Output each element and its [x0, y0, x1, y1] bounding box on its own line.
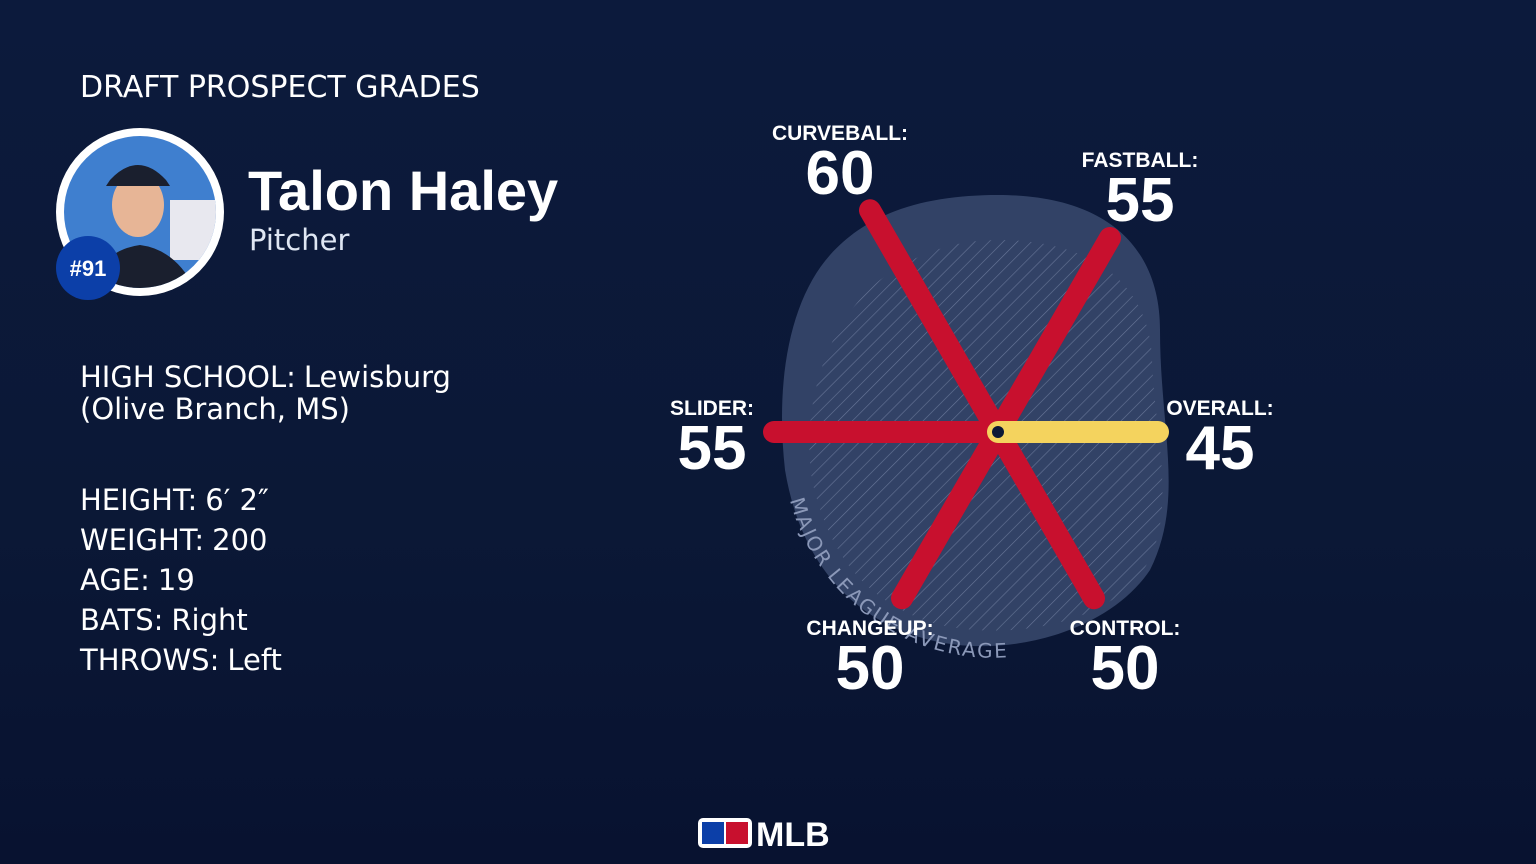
- grade-label: SLIDER:: [670, 397, 754, 420]
- grade-value: 55: [678, 414, 747, 483]
- detail-row: WEIGHT: 200: [80, 523, 268, 557]
- center-dot-inner: [992, 426, 1004, 438]
- detail-value: Lewisburg: [304, 360, 451, 394]
- grade-value: 50: [836, 634, 905, 703]
- detail-row: THROWS: Left: [79, 643, 282, 677]
- grade-spokes: [763, 199, 1121, 610]
- header-title: DRAFT PROSPECT GRADES: [80, 70, 480, 105]
- detail-value-line2: (Olive Branch, MS): [80, 392, 350, 426]
- player-position: Pitcher: [249, 223, 349, 257]
- detail-label: HEIGHT:: [80, 483, 197, 517]
- footer-logo: MLB: [698, 816, 830, 854]
- detail-label: THROWS:: [79, 643, 219, 677]
- player-rank: #91: [70, 256, 107, 281]
- detail-value: 200: [212, 523, 267, 557]
- details: HIGH SCHOOL: Lewisburg(Olive Branch, MS)H…: [79, 360, 451, 677]
- grade-label: CURVEBALL:: [772, 122, 908, 145]
- grade-value: 45: [1186, 414, 1255, 483]
- grade-value: 50: [1091, 634, 1160, 703]
- grade-spoke: [987, 227, 1121, 443]
- detail-label: BATS:: [80, 603, 163, 637]
- player-name: Talon Haley: [248, 159, 558, 222]
- detail-row: BATS: Right: [80, 603, 248, 637]
- detail-row: HIGH SCHOOL: Lewisburg: [80, 360, 451, 394]
- grade-label: FASTBALL:: [1082, 149, 1199, 172]
- grade-label: CHANGEUP:: [806, 617, 933, 640]
- footer-logo-text: MLB: [756, 816, 830, 854]
- grade-value: 60: [806, 139, 875, 208]
- detail-value: 19: [158, 563, 195, 597]
- grade-label: OVERALL:: [1166, 397, 1273, 420]
- detail-value: 6′ 2″: [205, 483, 269, 517]
- grade-value: 55: [1106, 166, 1175, 235]
- detail-value: Left: [227, 643, 282, 677]
- detail-row: HEIGHT: 6′ 2″: [80, 483, 269, 517]
- detail-label: WEIGHT:: [80, 523, 204, 557]
- detail-value: Right: [171, 603, 247, 637]
- grade-spoke: [859, 199, 1009, 443]
- detail-row: AGE: 19: [80, 563, 195, 597]
- grade-spoke: [891, 421, 1009, 610]
- grade-spoke: [987, 421, 1105, 610]
- grade-label: CONTROL:: [1070, 617, 1181, 640]
- detail-label: HIGH SCHOOL:: [80, 360, 296, 394]
- player-photo: #91: [56, 128, 224, 300]
- detail-label: AGE:: [80, 563, 150, 597]
